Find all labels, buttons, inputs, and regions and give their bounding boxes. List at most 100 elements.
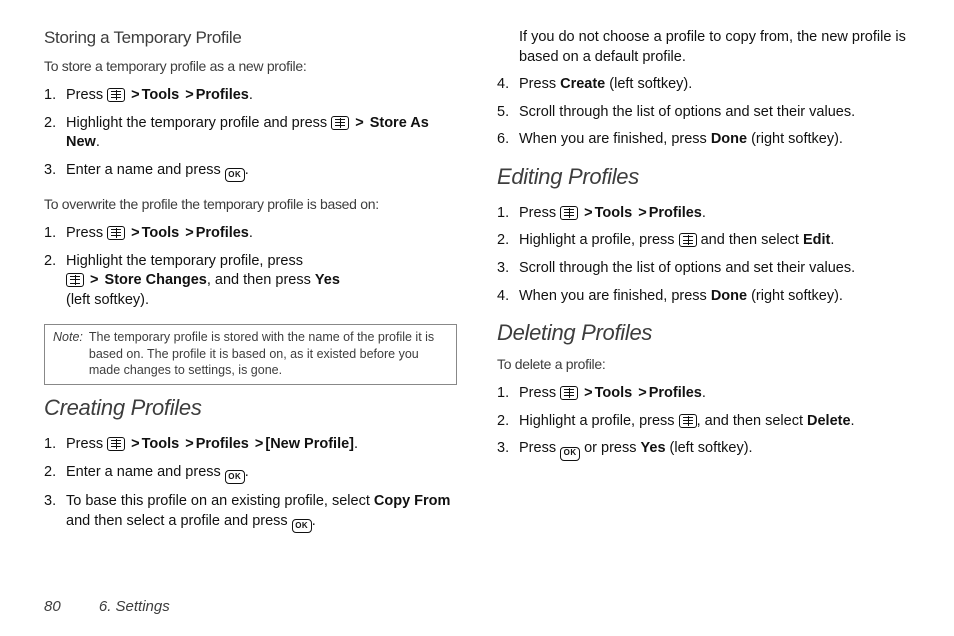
menu-icon bbox=[679, 414, 697, 428]
text: Press bbox=[66, 225, 107, 241]
gt-icon: > bbox=[129, 436, 141, 452]
step-3: Scroll through the list of options and s… bbox=[497, 255, 910, 283]
note-text: The temporary profile is stored with the… bbox=[89, 329, 448, 378]
bold: Tools bbox=[142, 436, 180, 452]
note-label: Note: bbox=[53, 329, 83, 378]
page-number: 80 bbox=[44, 598, 61, 615]
menu-icon bbox=[560, 206, 578, 220]
step-1: Press >Tools >Profiles. bbox=[44, 82, 457, 110]
step-2: Highlight a profile, press , and then se… bbox=[497, 408, 910, 436]
bold: Store Changes bbox=[105, 272, 207, 288]
menu-icon bbox=[66, 273, 84, 287]
gt-icon: > bbox=[183, 87, 195, 103]
text: When you are finished, press bbox=[519, 288, 711, 304]
continuation-text: If you do not choose a profile to copy f… bbox=[497, 28, 910, 67]
bold: Copy From bbox=[374, 493, 451, 509]
text: (left softkey). bbox=[666, 440, 753, 456]
gt-icon: > bbox=[129, 225, 141, 241]
text: (right softkey). bbox=[747, 131, 843, 147]
step-4: When you are finished, press Done (right… bbox=[497, 283, 910, 311]
step-3: Press or press Yes (left softkey). bbox=[497, 435, 910, 464]
right-column: If you do not choose a profile to copy f… bbox=[497, 28, 910, 592]
step-2: Highlight a profile, press and then sele… bbox=[497, 227, 910, 255]
bold: Tools bbox=[595, 205, 633, 221]
text: and then select a profile and press bbox=[66, 513, 292, 529]
text: or press bbox=[580, 440, 640, 456]
gt-icon: > bbox=[129, 87, 141, 103]
text: Highlight a profile, press bbox=[519, 232, 679, 248]
step-1: Press >Tools >Profiles >[New Profile]. bbox=[44, 431, 457, 459]
text: Press bbox=[66, 436, 107, 452]
bold: Edit bbox=[803, 232, 830, 248]
text: . bbox=[249, 225, 253, 241]
gt-icon: > bbox=[636, 385, 648, 401]
intro-store: To store a temporary profile as a new pr… bbox=[44, 58, 457, 74]
bold: Done bbox=[711, 131, 747, 147]
gt-icon: > bbox=[582, 385, 594, 401]
menu-icon bbox=[679, 233, 697, 247]
step-5: Scroll through the list of options and s… bbox=[497, 99, 910, 127]
text: Highlight a profile, press bbox=[519, 413, 679, 429]
text: . bbox=[245, 162, 249, 178]
text: Press bbox=[519, 205, 560, 221]
text: . bbox=[830, 232, 834, 248]
heading-creating: Creating Profiles bbox=[44, 395, 457, 421]
chapter-title: 6. Settings bbox=[99, 598, 170, 615]
bold: Profiles bbox=[649, 205, 702, 221]
gt-icon: > bbox=[353, 115, 365, 131]
ok-icon bbox=[560, 447, 580, 461]
menu-icon bbox=[107, 437, 125, 451]
step-2: Enter a name and press . bbox=[44, 459, 457, 488]
step-1: Press >Tools >Profiles. bbox=[497, 380, 910, 408]
menu-icon bbox=[107, 88, 125, 102]
text: . bbox=[96, 134, 100, 150]
left-column: Storing a Temporary Profile To store a t… bbox=[44, 28, 457, 592]
text: . bbox=[851, 413, 855, 429]
text: When you are finished, press bbox=[519, 131, 711, 147]
heading-storing: Storing a Temporary Profile bbox=[44, 28, 457, 48]
bold: Profiles bbox=[196, 436, 249, 452]
text: Press bbox=[519, 76, 560, 92]
step-3: Enter a name and press . bbox=[44, 157, 457, 186]
text: . bbox=[354, 436, 358, 452]
note-box: Note: The temporary profile is stored wi… bbox=[44, 324, 457, 385]
step-2: Highlight the temporary profile, press >… bbox=[44, 248, 457, 315]
list-creating: Press >Tools >Profiles >[New Profile]. E… bbox=[44, 431, 457, 537]
heading-deleting: Deleting Profiles bbox=[497, 320, 910, 346]
step-1: Press >Tools >Profiles. bbox=[44, 220, 457, 248]
text: Highlight the temporary profile and pres… bbox=[66, 115, 331, 131]
menu-icon bbox=[107, 226, 125, 240]
gt-icon: > bbox=[636, 205, 648, 221]
ok-icon bbox=[225, 168, 245, 182]
bold: Yes bbox=[315, 272, 340, 288]
step-2: Highlight the temporary profile and pres… bbox=[44, 110, 457, 157]
text: (left softkey). bbox=[605, 76, 692, 92]
list-overwrite: Press >Tools >Profiles. Highlight the te… bbox=[44, 220, 457, 314]
text: . bbox=[312, 513, 316, 529]
menu-icon bbox=[560, 386, 578, 400]
text: . bbox=[702, 205, 706, 221]
text: To base this profile on an existing prof… bbox=[66, 493, 374, 509]
gt-icon: > bbox=[183, 436, 195, 452]
bold: Profiles bbox=[196, 87, 249, 103]
text: and then select bbox=[697, 232, 803, 248]
step-4: Press Create (left softkey). bbox=[497, 71, 910, 99]
page-content: Storing a Temporary Profile To store a t… bbox=[0, 0, 954, 592]
bold: Yes bbox=[641, 440, 666, 456]
bold: Tools bbox=[142, 225, 180, 241]
list-creating-cont: Press Create (left softkey). Scroll thro… bbox=[497, 71, 910, 154]
text: , and then select bbox=[697, 413, 807, 429]
text: Enter a name and press bbox=[66, 464, 225, 480]
text: Highlight the temporary profile, press bbox=[66, 253, 303, 269]
gt-icon: > bbox=[88, 272, 100, 288]
bold: Profiles bbox=[649, 385, 702, 401]
text: . bbox=[245, 464, 249, 480]
text: Press bbox=[519, 385, 560, 401]
bold: Profiles bbox=[196, 225, 249, 241]
ok-icon bbox=[292, 519, 312, 533]
list-editing: Press >Tools >Profiles. Highlight a prof… bbox=[497, 200, 910, 310]
text: Press bbox=[66, 87, 107, 103]
list-deleting: Press >Tools >Profiles. Highlight a prof… bbox=[497, 380, 910, 465]
text: . bbox=[249, 87, 253, 103]
bold: Tools bbox=[142, 87, 180, 103]
